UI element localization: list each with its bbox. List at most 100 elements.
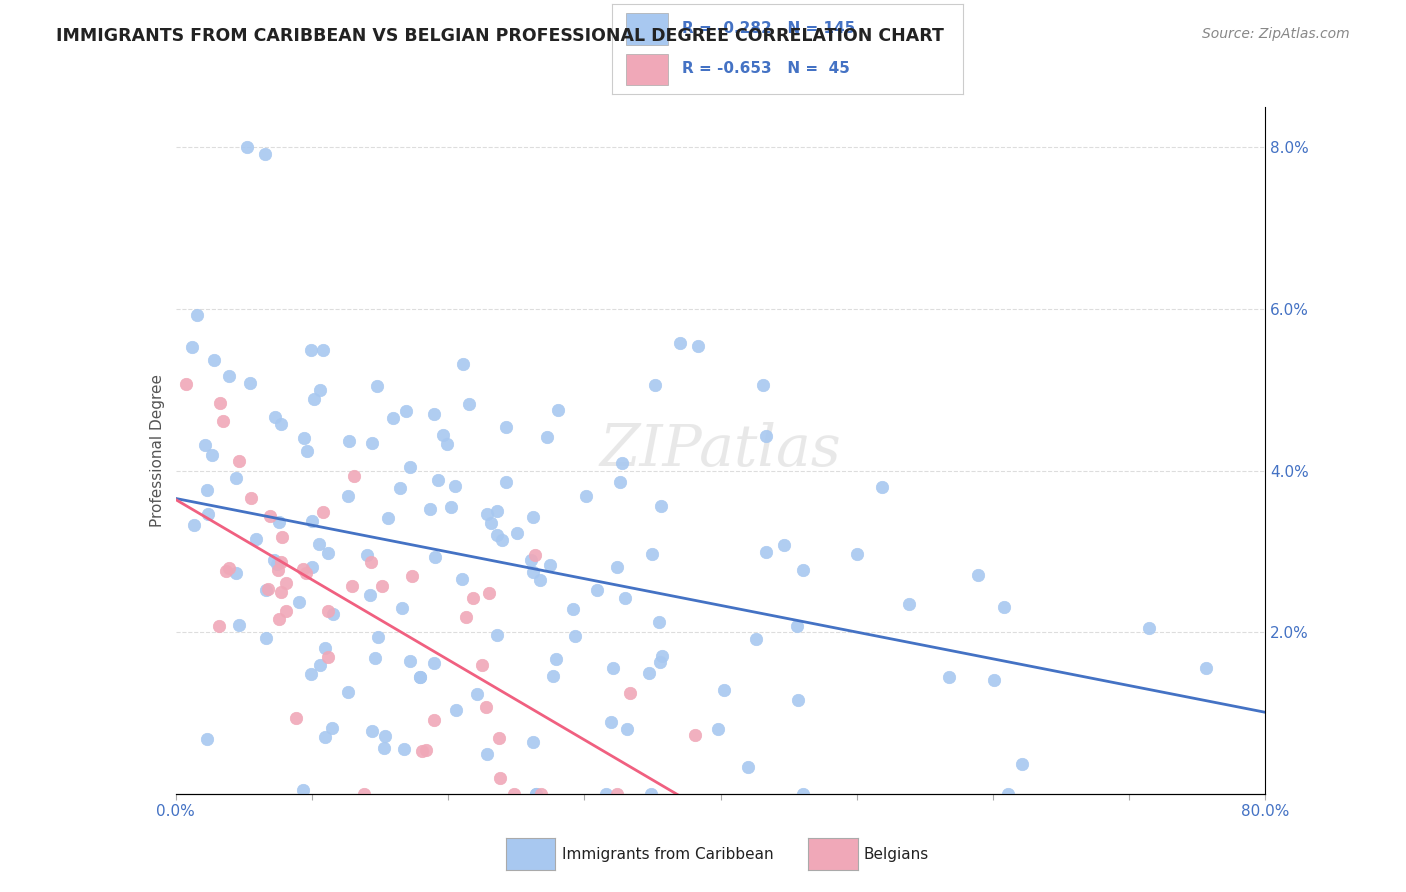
Point (309, 383, 332, 397)
Point (451, 357, 474, 371)
Point (228, 618, 250, 632)
Point (301, 560, 323, 574)
Point (239, 376, 262, 390)
Point (485, 504, 508, 518)
Point (316, 604, 339, 618)
Point (471, 657, 494, 672)
Point (519, 553, 541, 567)
Point (254, 583, 277, 598)
Point (180, 340, 202, 354)
Point (394, 742, 416, 756)
Point (644, 378, 666, 392)
Point (787, 692, 810, 706)
Point (1137, 621, 1160, 635)
Point (522, 510, 544, 524)
Point (436, 436, 458, 450)
Text: ZIPatlas: ZIPatlas (600, 422, 841, 479)
Point (938, 670, 960, 684)
Point (284, 711, 307, 725)
Point (398, 459, 420, 474)
Point (218, 561, 240, 575)
Point (997, 787, 1019, 801)
Y-axis label: Professional Degree: Professional Degree (149, 374, 165, 527)
Point (638, 666, 661, 681)
Point (194, 438, 217, 452)
Point (427, 473, 450, 487)
Point (271, 530, 294, 544)
Point (475, 508, 498, 522)
Point (543, 669, 565, 683)
Point (575, 489, 598, 503)
Point (650, 655, 672, 669)
Point (530, 787, 553, 801)
Point (524, 787, 547, 801)
Point (291, 562, 314, 576)
Point (264, 409, 287, 424)
Point (870, 480, 893, 494)
Point (288, 595, 311, 609)
Point (197, 507, 219, 521)
FancyBboxPatch shape (626, 13, 668, 45)
Point (321, 721, 343, 735)
Point (524, 787, 547, 801)
Point (786, 619, 808, 633)
Point (225, 566, 247, 580)
Point (367, 630, 389, 644)
Point (204, 353, 226, 368)
Point (585, 582, 607, 597)
Point (619, 686, 641, 700)
Point (373, 741, 395, 756)
Point (359, 589, 381, 603)
Point (294, 431, 316, 445)
Point (606, 560, 628, 574)
Point (745, 632, 768, 647)
Point (409, 670, 432, 684)
Point (382, 410, 405, 425)
Point (538, 558, 561, 572)
Point (1195, 661, 1218, 675)
Point (650, 500, 672, 514)
Point (301, 514, 323, 528)
Point (640, 547, 662, 561)
Point (308, 536, 330, 550)
Point (599, 715, 621, 730)
Point (792, 563, 814, 577)
Point (451, 572, 474, 586)
Point (295, 443, 318, 458)
Point (495, 475, 517, 490)
Point (966, 567, 988, 582)
Point (266, 557, 288, 571)
Point (360, 555, 382, 569)
Point (299, 343, 322, 357)
Point (602, 660, 624, 674)
Point (395, 404, 418, 418)
Point (343, 469, 366, 483)
Point (409, 670, 432, 684)
Point (316, 545, 339, 559)
Point (267, 515, 290, 529)
Point (489, 771, 512, 785)
Point (488, 731, 510, 745)
Point (606, 787, 628, 801)
Point (456, 610, 478, 624)
Point (610, 456, 633, 470)
Point (270, 555, 292, 569)
Point (208, 619, 231, 633)
Point (685, 728, 707, 742)
Point (263, 553, 285, 567)
Point (254, 146, 277, 161)
Point (336, 489, 359, 503)
Point (432, 428, 454, 442)
Point (479, 516, 502, 531)
Point (364, 650, 387, 665)
Point (353, 787, 375, 801)
Point (337, 434, 360, 449)
Point (401, 569, 423, 583)
Text: IMMIGRANTS FROM CARIBBEAN VS BELGIAN PROFESSIONAL DEGREE CORRELATION CHART: IMMIGRANTS FROM CARIBBEAN VS BELGIAN PRO… (56, 27, 943, 45)
Point (564, 629, 586, 643)
Point (465, 687, 488, 701)
Point (898, 597, 921, 611)
Point (270, 417, 292, 431)
Point (737, 760, 759, 774)
Point (1011, 756, 1033, 771)
